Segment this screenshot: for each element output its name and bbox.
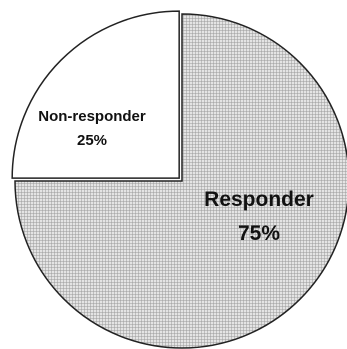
responder-label: Responder <box>204 188 314 211</box>
non-responder-label: Non-responder <box>38 108 146 125</box>
pie-slice-non-responder <box>11 10 180 179</box>
non-responder-percent: 25% <box>77 132 107 149</box>
pie-slice-responder <box>14 13 347 349</box>
responder-percent: 75% <box>238 222 280 245</box>
